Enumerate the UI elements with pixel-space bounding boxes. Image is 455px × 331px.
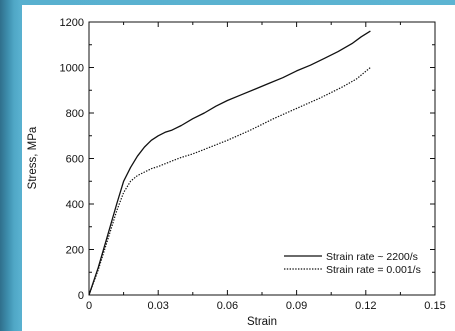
y-tick-label: 200 [66,245,84,257]
axis-ticks: 0 0.03 0.06 0.09 0.12 0.15 0 200 400 600 800 1000 12… [60,17,446,312]
x-tick-label: 0.03 [147,300,168,312]
stress-strain-chart: 0 0.03 0.06 0.09 0.12 0.15 0 200 400 600 800 1000 12… [27,17,446,328]
x-tick-label: 0.15 [424,300,445,312]
series-line-0001 [88,67,371,296]
y-axis-title: Stress, MPa [27,126,39,189]
y-tick-label: 600 [66,154,84,166]
x-tick-label: 0.09 [286,300,307,312]
series-group [88,30,371,296]
legend-label: Strain rate = 0.001/s [326,264,421,276]
series-line-2200 [88,30,371,296]
legend-label: Strain rate ~ 2200/s [326,251,418,263]
y-tick-label: 1000 [60,63,84,75]
x-tick-label: 0.12 [355,300,376,312]
y-tick-label: 0 [78,290,84,302]
y-tick-label: 400 [66,199,84,211]
y-tick-label: 800 [66,108,84,120]
x-tick-label: 0.06 [217,300,238,312]
y-tick-label: 1200 [60,17,84,29]
figure-panel: 0 0.03 0.06 0.09 0.12 0.15 0 200 400 600 800 1000 12… [22,5,455,331]
x-axis-title: Strain [247,316,277,328]
x-tick-label: 0 [86,300,92,312]
